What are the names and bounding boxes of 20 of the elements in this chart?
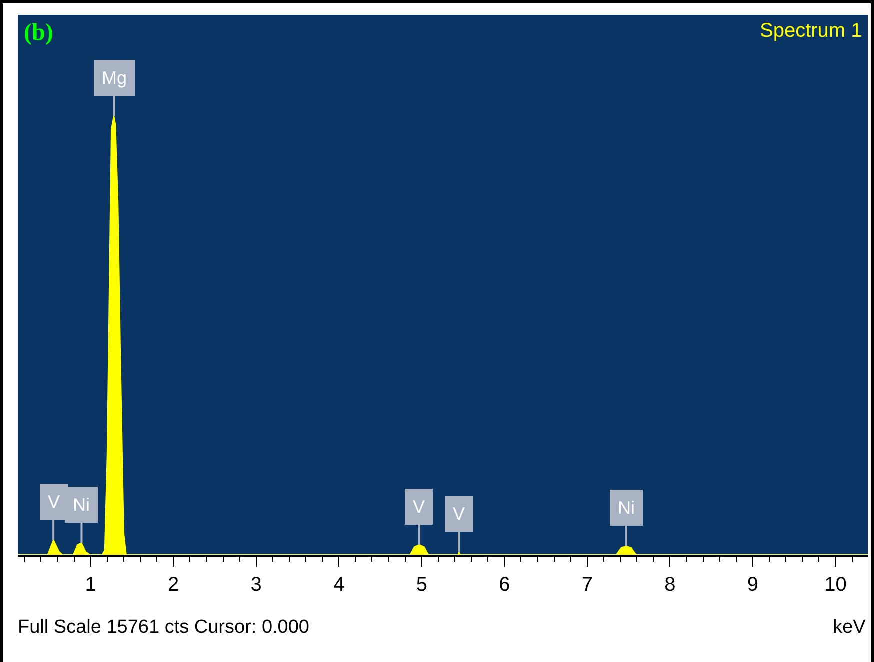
annotation: Mg	[102, 68, 128, 88]
x-tick-label: 10	[824, 574, 847, 596]
text: Spectrum 1	[760, 20, 862, 42]
x-tick-label: 8	[664, 574, 676, 596]
x-tick-label: 7	[582, 574, 593, 596]
annotation: V	[413, 497, 426, 517]
x-tick-label: 6	[499, 574, 510, 596]
text: Full Scale 15761 cts Cursor: 0.000	[18, 617, 310, 638]
x-tick-label: 1	[85, 574, 96, 596]
annotation: V	[48, 492, 60, 512]
x-tick-label: 2	[168, 574, 180, 596]
x-axis-title: keV	[833, 617, 866, 638]
x-tick-label: 5	[416, 574, 428, 596]
annotation: V	[453, 504, 466, 524]
annotation: Ni	[618, 498, 635, 518]
text: (b)	[24, 20, 54, 46]
annotation: Ni	[73, 495, 90, 515]
x-tick-label: 3	[250, 574, 262, 596]
x-tick-label: 9	[747, 574, 759, 596]
x-tick-label: 4	[334, 574, 345, 596]
